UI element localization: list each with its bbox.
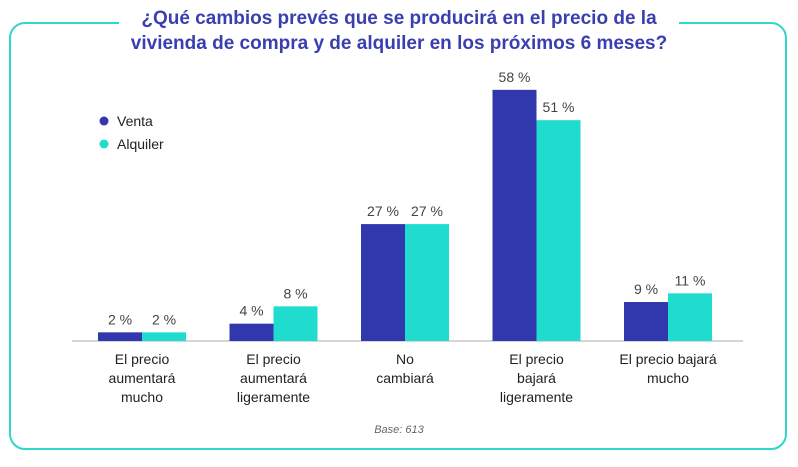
bar-venta-5 [624,302,668,341]
category-label-2-line-1: El precio [246,351,301,367]
category-label-4-line-1: El precio [509,351,564,367]
data-label-alquiler-2: 8 % [283,285,307,301]
chart-title: ¿Qué cambios prevés que se producirá en … [118,6,680,56]
category-label-3-line-1: No [396,351,414,367]
bar-alquiler-3 [405,224,449,341]
legend-marker-alquiler [99,139,109,149]
data-label-venta-2: 4 % [239,303,263,319]
chart-title-line-1: ¿Qué cambios prevés que se producirá en … [141,8,657,29]
data-label-venta-3: 27 % [367,203,399,219]
bar-venta-4 [492,89,537,341]
chart-title-wrap: ¿Qué cambios prevés que se producirá en … [0,6,798,56]
bar-venta-2 [229,323,274,341]
bar-venta-1 [98,332,142,341]
data-label-venta-1: 2 % [108,311,132,327]
data-label-alquiler-4: 51 % [543,99,575,115]
bar-alquiler-2 [273,306,318,341]
bar-venta-3 [361,224,405,341]
category-label-2-line-3: ligeramente [237,389,310,405]
legend-label-alquiler: Alquiler [117,136,164,152]
footnote-base: Base: 613 [374,424,424,436]
category-label-1-line-2: aumentará [109,370,176,386]
category-label-1-line-3: mucho [121,389,163,405]
category-label-5-line-2: mucho [647,370,689,386]
data-label-alquiler-3: 27 % [411,203,443,219]
category-label-4-line-3: ligeramente [500,389,573,405]
bar-alquiler-1 [142,332,186,341]
data-label-venta-5: 9 % [634,281,658,297]
chart-title-line-2: vivienda de compra y de alquiler en los … [130,33,668,54]
bar-alquiler-5 [668,293,712,341]
data-label-alquiler-1: 2 % [152,311,176,327]
bar-alquiler-4 [536,120,581,341]
legend-label-venta: Venta [117,113,153,129]
category-label-3-line-2: cambiará [376,370,434,386]
legend-marker-venta [99,116,109,126]
data-label-alquiler-5: 11 % [675,272,706,288]
category-label-1-line-1: El precio [115,351,170,367]
data-label-venta-4: 58 % [499,69,531,85]
category-label-4-line-2: bajará [517,370,556,386]
category-label-2-line-2: aumentará [240,370,307,386]
category-label-5-line-1: El precio bajará [619,351,716,367]
